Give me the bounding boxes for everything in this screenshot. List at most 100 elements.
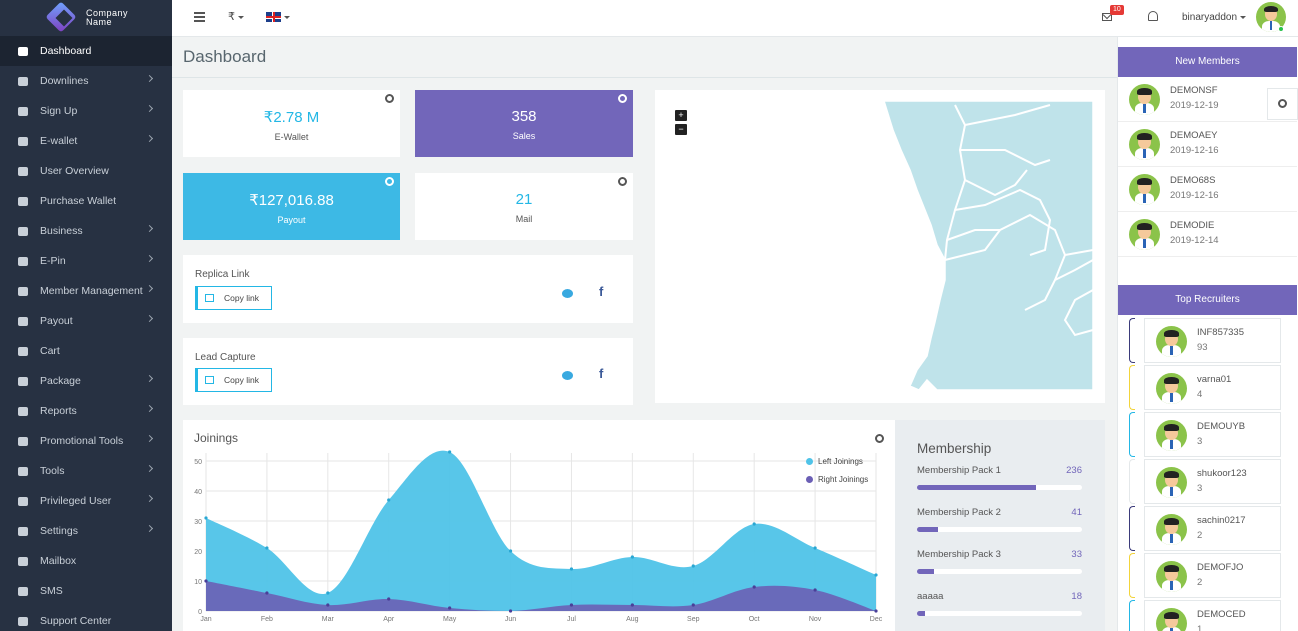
top-recruiters-header: Top Recruiters [1118,285,1297,315]
user-menu[interactable]: binaryaddon [1182,12,1247,23]
sidebar-item-dashboard[interactable]: Dashboard [0,36,172,66]
twitter-icon[interactable] [562,289,573,298]
gear-icon[interactable] [618,94,627,103]
top-recruiter-item[interactable]: sachin0217 2 [1144,506,1281,551]
avatar [1156,608,1187,631]
sidebar-item-user-overview[interactable]: User Overview [0,156,172,186]
facebook-icon[interactable]: f [599,284,604,299]
brand[interactable]: Company Name [0,0,172,36]
sidebar-item-label: Settings [40,525,78,537]
sidebar-item-package[interactable]: Package [0,366,172,396]
money-icon [16,315,30,327]
replica-link-card: Replica Link Copy link f [183,255,633,323]
payout-value: ₹127,016.88 [249,192,334,209]
gear-icon[interactable] [618,177,627,186]
gear-icon[interactable] [385,94,394,103]
avatar [1156,326,1187,357]
recruiter-timeline-marker [1129,600,1135,631]
mail-icon[interactable] [1102,13,1112,21]
sidebar-item-label: User Overview [40,165,109,177]
recruiter-count: 2 [1197,577,1203,588]
sidebar-item-tools[interactable]: Tools [0,456,172,486]
sidebar-item-label: Privileged User [40,495,112,507]
sidebar-item-support-center[interactable]: Support Center [0,606,172,631]
sidebar-item-member-management[interactable]: Member Management [0,276,172,306]
top-recruiter-item[interactable]: varna01 4 [1144,365,1281,410]
settings-toggle[interactable] [1267,88,1298,120]
new-member-item[interactable]: DEMONSF 2019-12-19 [1118,77,1297,122]
membership-name: Membership Pack 2 [917,507,1001,518]
sidebar-item-business[interactable]: Business [0,216,172,246]
currency-dropdown[interactable]: ₹ [228,10,244,23]
menu-toggle-icon[interactable] [194,12,205,22]
zoom-in-button[interactable]: + [675,110,687,121]
avatar [1156,561,1187,592]
lead-capture-title: Lead Capture [195,352,256,363]
recruiter-timeline-marker [1129,506,1135,551]
ewallet-card[interactable]: ₹2.78 M E-Wallet [183,90,400,157]
world-map[interactable]: + − [655,90,1105,403]
sidebar-item-e-pin[interactable]: E-Pin [0,246,172,276]
copy-icon [205,294,214,302]
chevron-right-icon [145,254,154,263]
sidebar-item-e-wallet[interactable]: E-wallet [0,126,172,156]
membership-count: 33 [1071,549,1082,560]
sidebar-item-label: Business [40,225,83,237]
top-recruiter-item[interactable]: INF857335 93 [1144,318,1281,363]
sidebar-item-label: Purchase Wallet [40,195,117,207]
language-dropdown[interactable] [266,11,290,23]
data-point [874,573,878,577]
top-recruiter-item[interactable]: shukoor123 3 [1144,459,1281,504]
sitemap-icon [16,75,30,87]
right-panel: New Members DEMONSF 2019-12-19 DEMOAEY 2019… [1117,37,1298,631]
new-member-item[interactable]: DEMODIE 2019-12-14 [1118,212,1297,257]
sidebar-item-privileged-user[interactable]: Privileged User [0,486,172,516]
recruiter-count: 3 [1197,436,1203,447]
sidebar-item-sms[interactable]: SMS [0,576,172,606]
sidebar-item-downlines[interactable]: Downlines [0,66,172,96]
new-members-header: New Members [1118,47,1297,77]
new-member-item[interactable]: DEMO68S 2019-12-16 [1118,167,1297,212]
legend-right-joinings[interactable]: Right Joinings [806,475,868,484]
mail-card[interactable]: 21 Mail [415,173,633,240]
sidebar-item-sign-up[interactable]: Sign Up [0,96,172,126]
gear-icon[interactable] [875,434,884,443]
sidebar-item-payout[interactable]: Payout [0,306,172,336]
new-member-item[interactable]: DEMOAEY 2019-12-16 [1118,122,1297,167]
x-tick-label: Mar [322,616,335,623]
sidebar-item-reports[interactable]: Reports [0,396,172,426]
cogs-icon [16,525,30,537]
lead-capture-card: Lead Capture Copy link f [183,338,633,405]
member-name: DEMONSF [1170,85,1218,96]
replica-copy-link-button[interactable]: Copy link [195,286,272,310]
membership-name: aaaaa [917,591,944,602]
bell-icon[interactable] [1148,11,1158,21]
user-circle-icon [16,495,30,507]
twitter-icon[interactable] [562,371,573,380]
sales-card[interactable]: 358 Sales [415,90,633,157]
data-point [387,597,391,601]
bag-icon [16,345,30,357]
zoom-out-button[interactable]: − [675,124,687,135]
lead-copy-link-button[interactable]: Copy link [195,368,272,392]
legend-left-joinings[interactable]: Left Joinings [806,457,863,466]
sidebar-item-settings[interactable]: Settings [0,516,172,546]
gear-icon[interactable] [385,177,394,186]
data-point [752,585,756,589]
legend-label: Left Joinings [818,457,863,466]
chevron-right-icon [145,494,154,503]
sidebar-item-mailbox[interactable]: Mailbox [0,546,172,576]
top-recruiter-item[interactable]: DEMOCED 1 [1144,600,1281,631]
top-recruiter-item[interactable]: DEMOUYB 3 [1144,412,1281,457]
sidebar-item-cart[interactable]: Cart [0,336,172,366]
bookmark-icon [16,255,30,267]
top-recruiter-item[interactable]: DEMOFJO 2 [1144,553,1281,598]
data-point [265,546,269,550]
sidebar-item-label: Tools [40,465,65,477]
sidebar-item-purchase-wallet[interactable]: Purchase Wallet [0,186,172,216]
sidebar-item-promotional-tools[interactable]: Promotional Tools [0,426,172,456]
comments-icon [16,585,30,597]
payout-card[interactable]: ₹127,016.88 Payout [183,173,400,240]
facebook-icon[interactable]: f [599,366,604,381]
building-icon [16,225,30,237]
